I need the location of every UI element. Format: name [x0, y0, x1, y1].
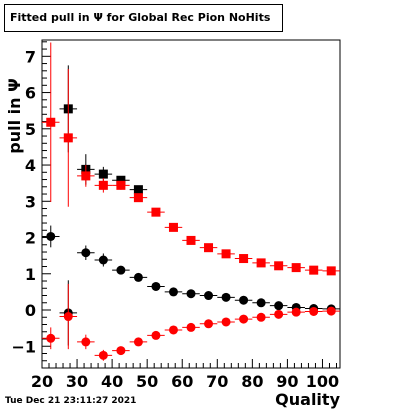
data-point-square [116, 180, 126, 190]
data-point-square [81, 171, 91, 181]
y-tick-label: 2 [25, 229, 36, 248]
data-point-circle [133, 272, 143, 282]
y-tick-label: 7 [25, 47, 36, 66]
data-point-square [133, 185, 143, 195]
data-point-circle [81, 337, 91, 347]
data-point-circle [168, 325, 178, 335]
data-point-square [63, 133, 73, 143]
data-point-circle [239, 314, 249, 324]
data-point-circle [116, 346, 126, 356]
data-point-circle [239, 295, 249, 305]
data-point-circle [186, 322, 196, 332]
x-tick-label: 50 [136, 372, 158, 391]
data-point-circle [116, 265, 126, 275]
data-point-square [98, 169, 108, 179]
y-axis-label: pull in Ψ [5, 78, 24, 153]
y-tick-label: 6 [25, 84, 36, 103]
data-point-square [133, 193, 143, 203]
data-point-square [98, 180, 108, 190]
data-point-square [186, 235, 196, 245]
y-tick-label: 5 [25, 120, 36, 139]
data-point-circle [186, 289, 196, 299]
data-point-circle [291, 307, 301, 317]
x-axis: 20 30 40 50 60 70 80 90 100 [31, 359, 339, 391]
data-point-circle [98, 350, 108, 360]
data-point-circle [133, 337, 143, 347]
data-point-circle [256, 312, 266, 322]
data-point-circle [204, 319, 214, 329]
data-point-circle [168, 287, 178, 297]
data-point-circle [221, 292, 231, 302]
data-point-square [116, 175, 126, 185]
x-tick-label: 90 [276, 372, 298, 391]
x-tick-label: 30 [66, 372, 88, 391]
data-point-circle [326, 306, 336, 316]
data-point-circle [151, 330, 161, 340]
timestamp: Tue Dec 21 23:11:27 2021 [5, 396, 137, 406]
chart-title: Fitted pull in Ψ for Global Rec Pion NoH… [4, 4, 283, 32]
y-axis: −1 0 1 2 3 4 5 6 7 [11, 41, 51, 369]
data-point-square [221, 249, 231, 259]
data-point-circle [63, 312, 73, 322]
data-point-square [256, 258, 266, 268]
data-point-circle [274, 301, 284, 311]
data-point-circle [204, 291, 214, 301]
data-point-circle [98, 255, 108, 265]
x-tick-label: 60 [171, 372, 193, 391]
data-point-square [291, 263, 301, 273]
y-tick-label: 0 [25, 301, 36, 320]
data-point-circle [274, 309, 284, 319]
x-tick-label: 100 [306, 372, 339, 391]
data-point-square [274, 261, 284, 271]
x-axis-label: Quality [275, 390, 340, 409]
y-tick-label: 4 [25, 156, 36, 175]
data-point-circle [221, 317, 231, 327]
data-point-circle [46, 333, 56, 343]
data-point-circle [81, 248, 91, 258]
data-point-square [309, 265, 319, 275]
data-point-square [168, 222, 178, 232]
data-marks [42, 42, 340, 361]
x-tick-label: 80 [241, 372, 263, 391]
data-point-square [204, 243, 214, 253]
data-point-square [151, 207, 161, 217]
data-point-square [326, 266, 336, 276]
y-tick-label: −1 [11, 337, 36, 356]
data-point-square [239, 254, 249, 264]
x-tick-label: 40 [101, 372, 123, 391]
data-point-square [46, 117, 56, 127]
x-tick-label: 20 [31, 372, 53, 391]
y-tick-label: 1 [25, 265, 36, 284]
data-point-circle [46, 231, 56, 241]
x-tick-label: 70 [206, 372, 228, 391]
data-point-circle [256, 298, 266, 308]
y-tick-label: 3 [25, 192, 36, 211]
data-point-circle [151, 281, 161, 291]
data-point-circle [309, 306, 319, 316]
plot-frame [41, 39, 341, 369]
